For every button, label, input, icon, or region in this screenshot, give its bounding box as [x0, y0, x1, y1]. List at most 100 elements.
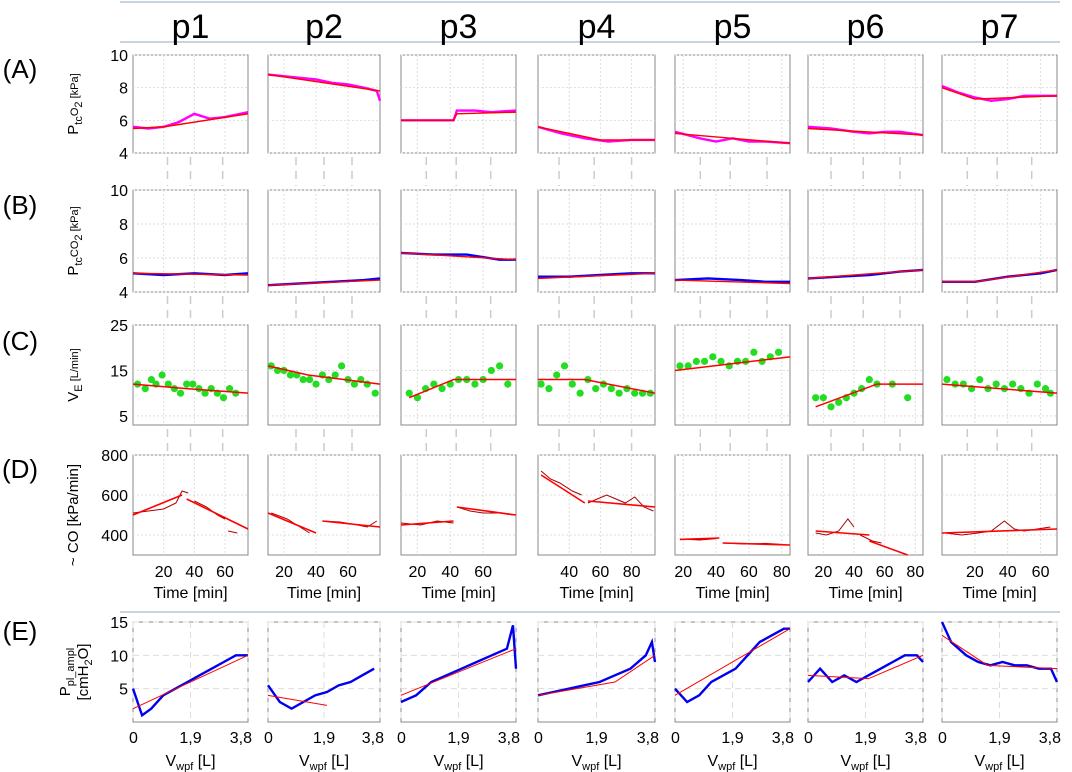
fit-line: [537, 272, 656, 280]
data-point: [1041, 385, 1050, 393]
fit-line: [540, 474, 586, 504]
x-tick-label: 1,9: [447, 730, 469, 747]
fit-line: [941, 634, 1058, 670]
panel-B-p4: [537, 189, 656, 293]
y-tick-label: 4: [119, 146, 128, 163]
y-tick-label: 8: [119, 81, 128, 98]
x-tick-label: 60: [1032, 564, 1050, 581]
x-tick-label: 1,9: [179, 730, 201, 747]
fit-line: [815, 383, 923, 408]
data-point: [827, 403, 835, 411]
x-tick-label: 3,8: [905, 730, 927, 747]
x-tick-label: 3,8: [1039, 730, 1061, 747]
fit-line: [538, 378, 656, 394]
data-line: [815, 518, 855, 536]
data-point: [1009, 380, 1017, 388]
panel-frame: [132, 54, 249, 154]
data-line: [940, 621, 1059, 683]
panel-D-p2: 20 40 60 Time [min]: [267, 454, 381, 602]
data-line: [267, 667, 375, 711]
data-point: [819, 394, 827, 402]
x-tick-label: 60: [592, 564, 610, 581]
data-point: [835, 398, 843, 406]
fit-line: [322, 520, 381, 528]
fit-line: [408, 378, 516, 399]
panel-frame: [132, 454, 249, 556]
x-tick-label: 3,8: [498, 730, 520, 747]
data-point: [164, 380, 172, 388]
y-tick-label: 5: [119, 682, 128, 699]
data-point: [774, 348, 783, 356]
data-point: [371, 389, 379, 397]
x-tick-label: 1,9: [721, 730, 743, 747]
fit-line: [807, 269, 924, 280]
fit-line: [132, 383, 249, 394]
row-label-C: (C): [2, 326, 38, 356]
data-point: [286, 371, 294, 379]
panel-E-p3: 0 1,9 3,8 Vwpf [L]: [397, 621, 520, 772]
data-point: [405, 389, 413, 397]
data-line: [540, 470, 582, 496]
data-point: [1033, 380, 1041, 388]
data-point: [553, 371, 561, 379]
patient-header-p2: p2: [305, 8, 343, 46]
data-point: [607, 385, 615, 393]
panel-B-p6: [807, 189, 924, 293]
x-tick-label: 0: [397, 730, 406, 747]
row-connectors: [166, 157, 1033, 451]
data-point: [560, 362, 569, 370]
x-tick-label: 3,8: [637, 730, 659, 747]
fit-line: [941, 528, 1058, 534]
y-axis-label-group-E: Ppl_ampl[cmH2O]: [57, 644, 95, 701]
panel-B-p1: [132, 189, 249, 293]
y-tick-label: 5: [119, 409, 128, 426]
x-tick-label: 40: [441, 564, 459, 581]
data-line: [132, 490, 189, 514]
panel-A-p5: [674, 54, 791, 154]
panel-B-p3: [400, 189, 517, 293]
y-tick-label: 6: [119, 113, 128, 130]
y-axis-label: PtcCO2 [kPa]: [65, 206, 85, 275]
x-axis-label: Time [min]: [421, 585, 495, 602]
fit-line: [941, 383, 1058, 394]
x-tick-label: 60: [339, 564, 357, 581]
fit-line: [674, 279, 791, 285]
y-tick-label: 400: [101, 528, 128, 545]
data-point: [299, 375, 307, 384]
fit-line: [400, 252, 517, 261]
x-tick-label: 40: [707, 564, 725, 581]
x-tick-label: 80: [773, 564, 791, 581]
x-tick-label: 0: [804, 730, 813, 747]
y-tick-label: 25: [110, 318, 128, 335]
data-point: [195, 385, 203, 393]
panel-frame: [807, 324, 924, 426]
panel-frame: [941, 54, 1058, 154]
panel-A-p4: [537, 54, 656, 154]
panel-C-p2: [267, 324, 381, 426]
x-axis-label: Vwpf [L]: [165, 753, 215, 772]
fit-line: [132, 494, 183, 516]
panel-frame: [674, 324, 791, 426]
row-label-B: (B): [3, 190, 38, 220]
row-label-A: (A): [3, 54, 38, 84]
data-point: [812, 394, 820, 402]
panel-D-p7: 20 40 60 Time [min]: [941, 454, 1058, 602]
panels: PtcO2 [kPa] 10 8 6 4 PtcCO2 [kPa] 10 8 6 4 VE [L/m…: [57, 48, 1061, 772]
x-tick-label: 40: [307, 564, 325, 581]
x-tick-label: 3,8: [230, 730, 252, 747]
x-axis-label: Time [min]: [962, 585, 1036, 602]
x-tick-label: 40: [999, 564, 1017, 581]
x-axis-label: Vwpf [L]: [299, 753, 349, 772]
y-axis-label: Ppl_ampl: [57, 648, 77, 697]
data-line: [674, 627, 790, 704]
row-label-D: (D): [2, 454, 38, 484]
data-point: [413, 394, 422, 402]
x-tick-label: 1,9: [988, 730, 1010, 747]
fit-line: [679, 537, 720, 541]
fit-line: [807, 654, 924, 680]
data-point: [495, 362, 504, 370]
data-point: [147, 375, 155, 384]
data-point: [568, 380, 576, 388]
